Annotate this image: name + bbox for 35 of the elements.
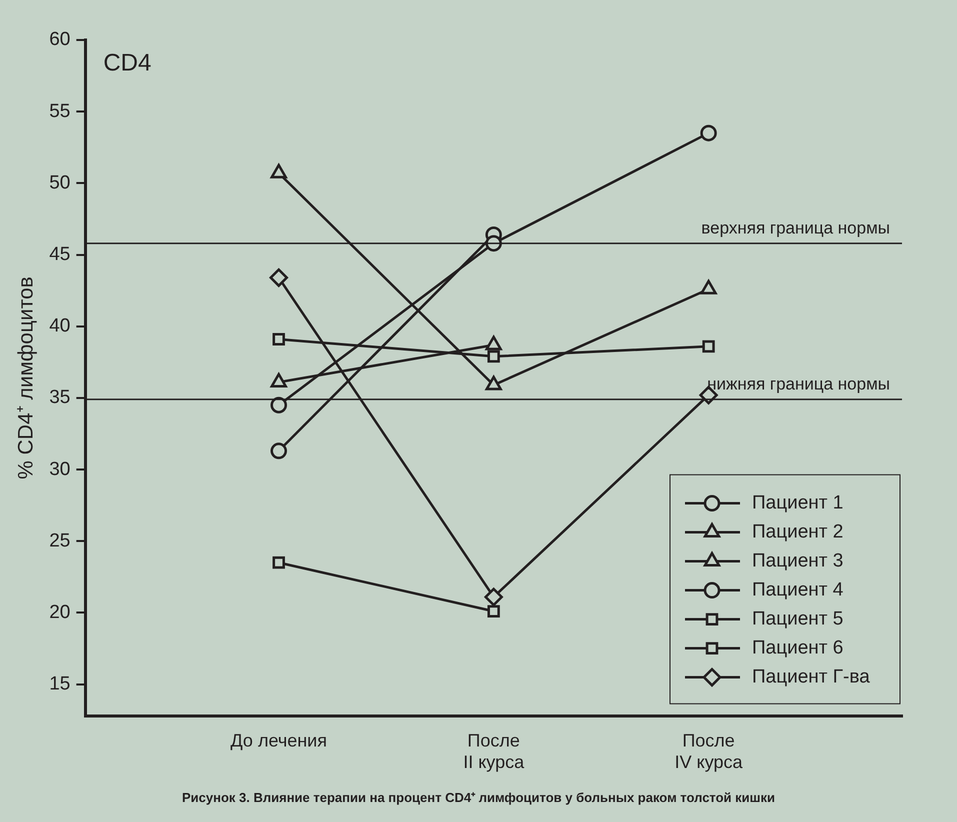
y-tick-label: 35 [49, 387, 70, 408]
y-tick-label: 55 [49, 100, 70, 122]
y-axis-title: % CD4⁺ лимфоцитов [14, 276, 38, 480]
y-tick-label: 45 [49, 244, 70, 265]
ref-line-label: нижняя граница нормы [707, 374, 890, 394]
text: Рисунок 3. Влияние терапии на процент CD4⁺ лимфоцитов у больных раком толстой кишки [180, 789, 776, 806]
legend-label: Пациент 4 [752, 580, 844, 601]
legend-label: Пациент 2 [752, 522, 844, 543]
point [487, 350, 500, 363]
legend-label: Пациент 3 [752, 550, 844, 572]
point [702, 340, 715, 353]
y-tick-label: 60 [49, 29, 70, 50]
y-tick-label: 20 [49, 602, 70, 623]
point [270, 396, 288, 414]
legend-label: Пациент 1 [752, 492, 844, 514]
x-tick-label: После II курса [463, 730, 526, 772]
point [700, 124, 717, 142]
y-tick-label: 30 [49, 458, 70, 480]
point [272, 333, 285, 346]
x-tick-label: До лечения [230, 730, 327, 751]
y-tick-label: 25 [49, 530, 70, 552]
ref-line-label: верхняя граница нормы [701, 218, 890, 238]
point [272, 556, 285, 569]
x-tick-label: После IV курса [674, 730, 744, 772]
legend-label: Пациент Г-ва [752, 666, 870, 688]
legend-label: Пациент 6 [752, 638, 844, 659]
point [484, 588, 503, 606]
y-tick-label: 50 [49, 172, 70, 194]
legend-label: Пациент 5 [752, 608, 844, 630]
point [487, 605, 500, 618]
point [270, 442, 288, 460]
y-tick-label: 15 [49, 674, 70, 695]
y-tick-label: 40 [49, 316, 70, 337]
point [270, 268, 288, 287]
chart-title: CD4 [103, 50, 152, 77]
